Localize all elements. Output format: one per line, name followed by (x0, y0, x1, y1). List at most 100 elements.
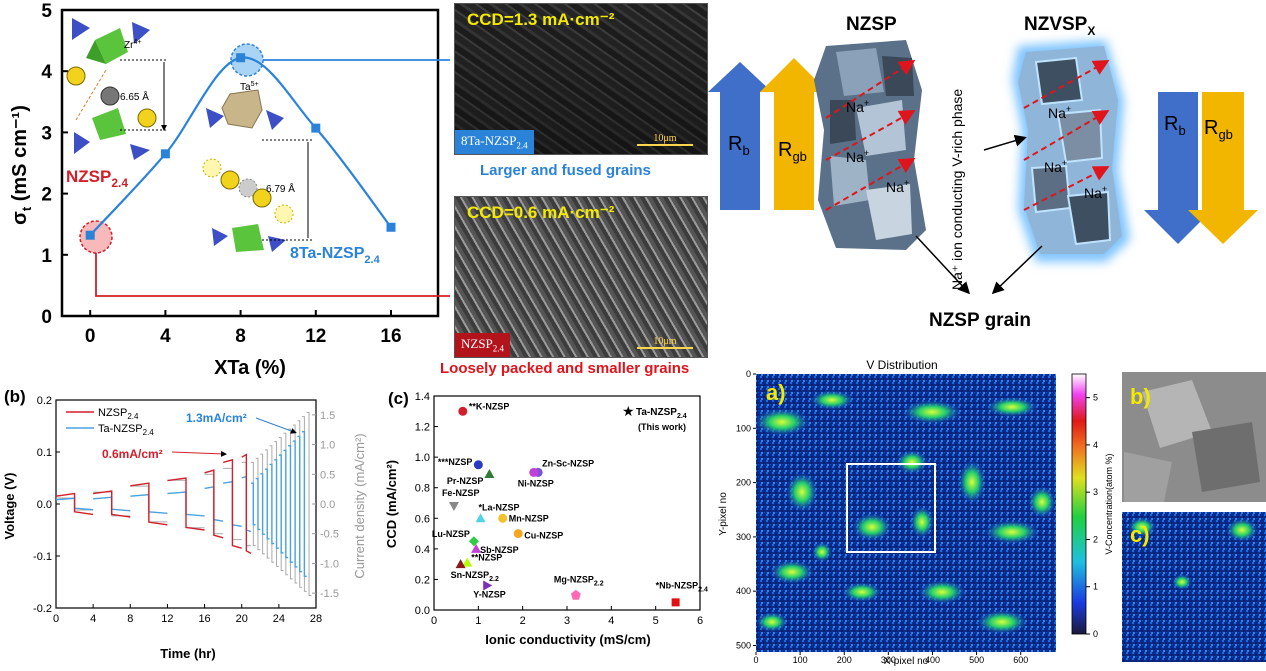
x-tick-label: 12 (161, 613, 173, 625)
x-axis-label: Ionic conductivity (mS/cm) (485, 632, 650, 647)
x-tick-label: 4 (90, 613, 96, 625)
caption-top: Larger and fused grains (480, 162, 651, 179)
y-tick-label: 0 (746, 369, 751, 379)
scatter-point (513, 529, 523, 539)
na-ion-label: Na+ (1044, 158, 1067, 175)
data-point (386, 222, 396, 232)
x-tick-label: 1 (475, 615, 481, 627)
point-label: Lu-NZSP (432, 529, 470, 539)
y-tick-label: 0.8 (415, 483, 430, 495)
point-label: Y-NZSP (473, 590, 506, 600)
legend-label: Ta-NZSP2.4 (636, 407, 687, 420)
rb-label: Rb (728, 133, 750, 158)
rgb-down-arrow (1188, 92, 1258, 244)
v-rich-region (896, 450, 928, 474)
v-rich-region (918, 580, 966, 604)
x-tick-label: 300 (881, 655, 896, 665)
label-b: b) (1130, 384, 1151, 409)
y2-tick-label: -0.5 (320, 529, 339, 541)
colorbar-tick-label: 5 (1093, 393, 1098, 403)
v-rich-region (842, 582, 882, 602)
scale-bar: 10μm (637, 336, 693, 349)
panel-v-distribution: V Distribution a) 0 100 200 300 400 500 600 0 10… (712, 352, 1266, 667)
y-tick-label: 4 (41, 62, 52, 83)
y2-tick-label: -1.5 (320, 588, 339, 600)
colorbar-tick-label: 2 (1093, 534, 1098, 544)
y-tick-label: 1.4 (415, 391, 430, 403)
nzsp-voltage-series (55, 453, 252, 555)
point-label: **NZSP (471, 553, 502, 563)
point-label: Sb-NZSP (480, 545, 519, 555)
y-tick-label: 0.2 (415, 574, 430, 586)
v-rich-region (786, 472, 818, 512)
x-tick-label: 8 (127, 613, 133, 625)
connector-bottom (95, 253, 452, 297)
x-tick-label: 4 (608, 615, 614, 627)
colorbar-tick-label: 4 (1093, 440, 1098, 450)
nzsp-title: NZSP (846, 14, 897, 35)
distance-label-1: 6.65 Å (120, 90, 149, 103)
scatter-point (448, 502, 459, 512)
scatter-point (671, 598, 680, 607)
caption-bottom: Loosely packed and smaller grains (440, 360, 690, 377)
y-tick-label: 5 (41, 1, 52, 22)
na-ion-label: Na+ (846, 148, 869, 165)
y2-tick-label: 0.5 (320, 469, 335, 481)
y-axis-label: σt (mS cm⁻¹) (9, 105, 34, 225)
x-tick-label: 16 (198, 613, 210, 625)
y-tick-label: 3 (41, 123, 52, 144)
label-a: a) (766, 380, 786, 405)
data-point (311, 123, 321, 133)
point-label: Mn-NZSP (509, 513, 549, 523)
scatter-point (570, 589, 581, 600)
rgb-up-arrow (760, 58, 828, 210)
v-rich-region (754, 408, 810, 436)
annotation-0.6: 0.6mA/cm² (102, 447, 163, 461)
v-rich-region (1028, 486, 1056, 518)
y-axis-label: Voltage (V) (2, 473, 17, 540)
y-tick-label: 0.4 (415, 544, 430, 556)
rgb-label: Rgb (1204, 117, 1233, 142)
point-label: Mg-NZSP2.2 (554, 575, 604, 588)
y-tick-label: 0.6 (415, 513, 430, 525)
x-axis-label: XTa (%) (214, 357, 286, 379)
x-tick-label: 12 (305, 326, 326, 347)
y-axis-label: CCD (mA/cm²) (384, 460, 399, 548)
x-tick-label: 20 (236, 613, 248, 625)
point-label: Fe-NZSP (442, 488, 480, 498)
data-point (160, 149, 170, 159)
data-point (236, 53, 246, 63)
legend-ta-nzsp: Ta-NZSP2.4 (98, 423, 154, 437)
na-ion-label: Na+ (846, 98, 869, 115)
point-label: ***NZSP (438, 457, 473, 467)
label-c: c) (1130, 522, 1150, 547)
annotation-1.3: 1.3mA/cm² (186, 411, 247, 425)
point-label: Ni-NZSP (518, 478, 554, 488)
colorbar-tick-label: 3 (1093, 487, 1098, 497)
na-ion-label: Na+ (1084, 184, 1107, 201)
na-ion-label: Na+ (886, 178, 909, 195)
y2-tick-label: 1.5 (320, 410, 335, 422)
v-distribution-map: V Distribution a) 0 100 200 300 400 500 600010… (718, 358, 1266, 667)
v-rich-region (986, 397, 1038, 417)
ccd-title: CCD=0.6 mA·cm⁻² (467, 203, 615, 222)
ta-ion-label: Ta5+ (240, 81, 259, 93)
scatter-point (529, 467, 539, 477)
point-label: Zn-Sc-NZSP (542, 458, 594, 468)
y-tick-label: 200 (736, 478, 751, 488)
scatter-point (468, 536, 479, 547)
x-tick-label: 600 (1013, 655, 1028, 665)
legend: ★ Ta-NZSP2.4 (This work) (622, 403, 687, 432)
distance-label-2: 6.79 Å (266, 182, 295, 195)
point-label: Sn-NZSP2.2 (451, 570, 499, 583)
ccd-title: CCD=1.3 mA·cm⁻² (467, 10, 615, 29)
nzsp-grains (814, 40, 926, 250)
x-tick-label: 6 (697, 615, 703, 627)
x-tick-label: 0 (753, 655, 758, 665)
v-rich-regions (754, 390, 1056, 634)
x-tick-label: 0 (85, 326, 96, 347)
sem-image-bottom: CCD=0.6 mA·cm⁻² NZSP2.4 10μm (454, 196, 708, 358)
v-rich-region (810, 390, 854, 410)
v-rich-region (756, 612, 788, 632)
